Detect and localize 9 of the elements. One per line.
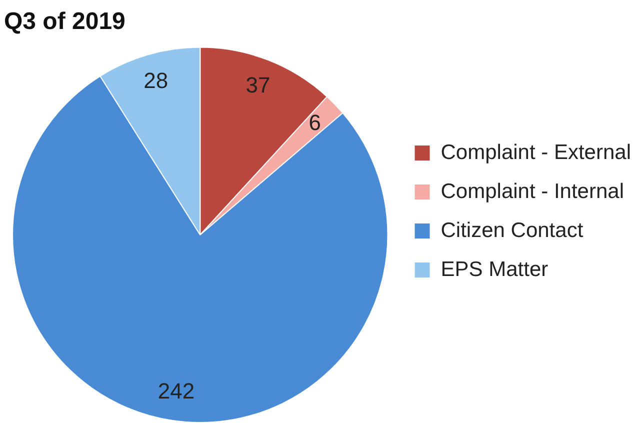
data-label: 28 bbox=[144, 68, 168, 93]
data-label: 6 bbox=[308, 110, 321, 136]
data-label: 37 bbox=[246, 72, 270, 98]
legend-label: EPS Matter bbox=[440, 258, 548, 281]
legend-label: Citizen Contact bbox=[440, 218, 584, 242]
data-label: 242 bbox=[158, 378, 195, 404]
legend-label: Complaint - External bbox=[440, 140, 632, 164]
legend-label: Complaint - Internal bbox=[440, 180, 624, 203]
chart-title: Q3 of 2019 bbox=[4, 8, 126, 36]
